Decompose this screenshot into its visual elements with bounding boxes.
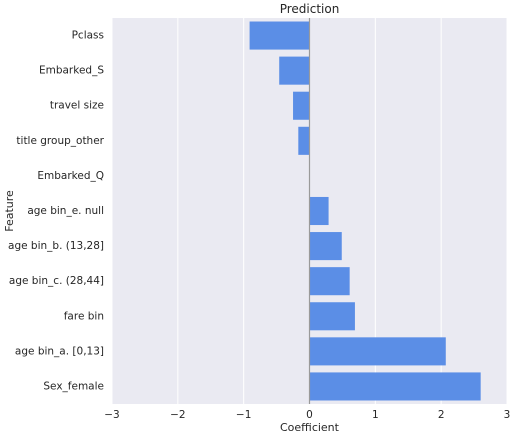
y-tick-label: title group_other [16,135,104,147]
y-tick-label: age bin_b. (13,28] [8,240,104,252]
bar [310,372,481,400]
bar [310,197,329,225]
x-tick-label: −2 [170,409,185,421]
y-tick-label: age bin_a. [0,13] [15,345,104,357]
y-tick-label: Embarked_Q [37,170,104,182]
x-tick-label: 0 [306,409,313,421]
x-tick-label: −1 [236,409,251,421]
x-tick-label: 2 [438,409,445,421]
x-axis-label: Coefficient [280,421,340,434]
y-tick-label: Pclass [72,30,104,42]
chart-title: Prediction [280,2,340,16]
y-tick-label: Sex_female [43,380,104,392]
y-tick-label: Embarked_S [39,65,104,77]
bar [310,267,350,295]
x-tick-label: 1 [372,409,379,421]
y-tick-label: travel size [50,100,104,112]
bar [250,22,310,50]
y-axis-label: Feature [3,190,16,232]
x-tick-labels: −3 −2 −1 0 1 2 3 [104,409,510,421]
bar [310,302,355,330]
y-tick-label: fare bin [64,310,104,322]
x-tick-label: 3 [504,409,511,421]
y-tick-label: age bin_c. (28,44] [9,275,104,287]
bar [293,92,309,120]
bar [310,232,342,260]
bar [310,337,446,365]
bar [279,57,309,85]
y-tick-label: age bin_e. null [27,205,104,217]
x-tick-label: −3 [104,409,119,421]
bar [298,127,309,155]
